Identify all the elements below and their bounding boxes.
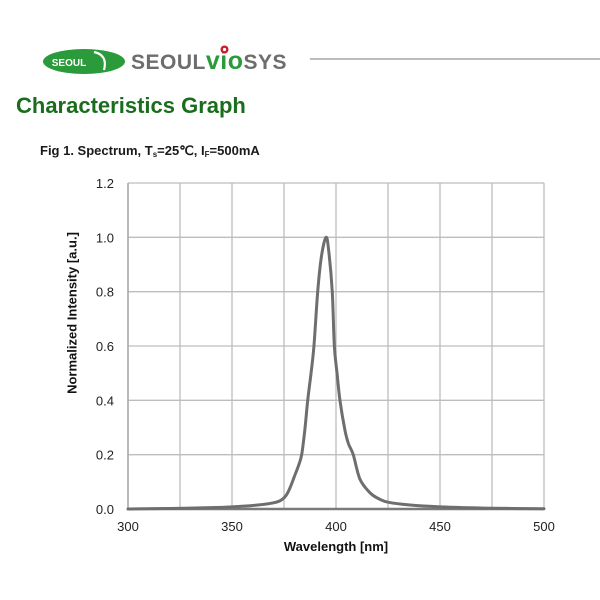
x-tick-label: 450 [429, 519, 451, 534]
chart-tick-labels: 300 350 400 450 500 0.0 0.2 0.4 0.6 0.8 1.0 1.2 [96, 176, 555, 534]
logo-word-vio: vio [205, 45, 244, 75]
x-tick-label: 350 [221, 519, 243, 534]
y-tick-label: 1.0 [96, 230, 114, 245]
header-divider [310, 58, 600, 60]
x-axis-label: Wavelength [nm] [283, 539, 389, 554]
seoul-viosys-logo: SEOULvio SYS [131, 45, 287, 77]
y-tick-label: 0.6 [96, 339, 114, 354]
spectrum-curve [126, 235, 546, 511]
figure-caption: Fig 1. Spectrum, Ts=25℃, IF=500mA [40, 143, 260, 159]
logo-word-sys: SYS [243, 51, 287, 74]
svg-text:SEOUL: SEOUL [52, 58, 86, 69]
x-tick-label: 500 [533, 519, 555, 534]
logo-word-seoul: SEOUL [131, 51, 206, 74]
y-tick-label: 0.2 [96, 448, 114, 463]
seoul-logo-badge: SEOUL [43, 49, 125, 74]
y-axis-label: Normalized Intensity [a.u.] [64, 232, 80, 394]
y-tick-label: 0.4 [96, 393, 114, 408]
page-title: Characteristics Graph [16, 93, 246, 118]
y-tick-label: 1.2 [96, 176, 114, 191]
x-tick-label: 400 [325, 519, 347, 534]
logo-red-dot-icon [220, 45, 229, 54]
y-tick-label: 0.8 [96, 285, 114, 300]
chart-grid [127, 182, 545, 511]
y-tick-label: 0.0 [96, 502, 114, 517]
x-tick-label: 300 [117, 519, 139, 534]
